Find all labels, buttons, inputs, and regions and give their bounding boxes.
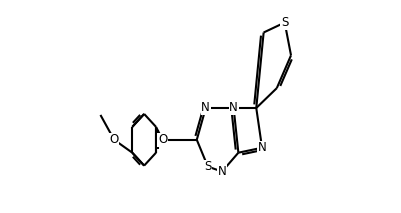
Text: N: N [217, 165, 226, 178]
Text: N: N [201, 101, 210, 115]
Text: O: O [158, 133, 167, 146]
Text: N: N [257, 141, 266, 154]
Text: O: O [109, 133, 118, 146]
Text: N: N [229, 101, 237, 115]
Text: S: S [280, 16, 288, 29]
Text: S: S [204, 160, 211, 173]
